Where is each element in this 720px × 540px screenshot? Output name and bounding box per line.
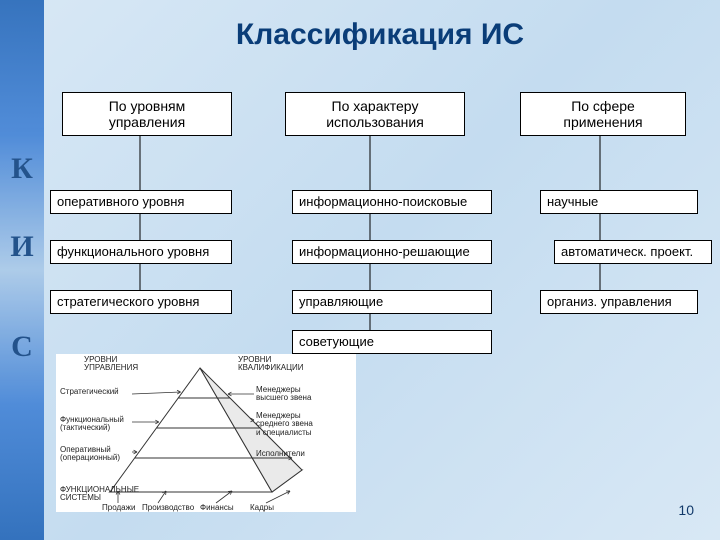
classification-item: автоматическ. проект. — [554, 240, 712, 264]
classification-item: функционального уровня — [50, 240, 232, 264]
slide-title: Классификация ИС — [60, 18, 700, 52]
pyramid-label: Стратегический — [60, 388, 119, 396]
pyramid-label: Менеджерысреднего звенаи специалисты — [256, 412, 313, 437]
page-number: 10 — [678, 502, 694, 518]
pyramid-label: Кадры — [250, 504, 274, 512]
leftbar-glyph: И — [0, 230, 44, 264]
pyramid-label: Финансы — [200, 504, 234, 512]
pyramid-label: Оперативный(операционный) — [60, 446, 120, 463]
left-accent-bar: К И С — [0, 0, 44, 540]
classification-item: научные — [540, 190, 698, 214]
leftbar-glyph: К — [0, 152, 44, 186]
pyramid-label: Менеджерывысшего звена — [256, 386, 311, 403]
classification-item: информационно-поисковые — [292, 190, 492, 214]
pyramid-label: УРОВНИКВАЛИФИКАЦИИ — [238, 356, 304, 373]
classification-item: стратегического уровня — [50, 290, 232, 314]
classification-item: оперативного уровня — [50, 190, 232, 214]
classification-item: организ. управления — [540, 290, 698, 314]
pyramid-label: Продажи — [102, 504, 135, 512]
pyramid-label: Производство — [142, 504, 194, 512]
pyramid-label: ФУНКЦИОНАЛЬНЫЕСИСТЕМЫ — [60, 486, 139, 503]
column-header: По характеруиспользования — [285, 92, 465, 136]
classification-item: информационно-решающие — [292, 240, 492, 264]
pyramid-label: Функциональный(тактический) — [60, 416, 124, 433]
classification-item: советующие — [292, 330, 492, 354]
column-header: По уровнямуправления — [62, 92, 232, 136]
column-header: По сфереприменения — [520, 92, 686, 136]
classification-item: управляющие — [292, 290, 492, 314]
leftbar-glyph: С — [0, 330, 44, 364]
pyramid-label: УРОВНИУПРАВЛЕНИЯ — [84, 356, 138, 373]
pyramid-label: Исполнители — [256, 450, 305, 458]
